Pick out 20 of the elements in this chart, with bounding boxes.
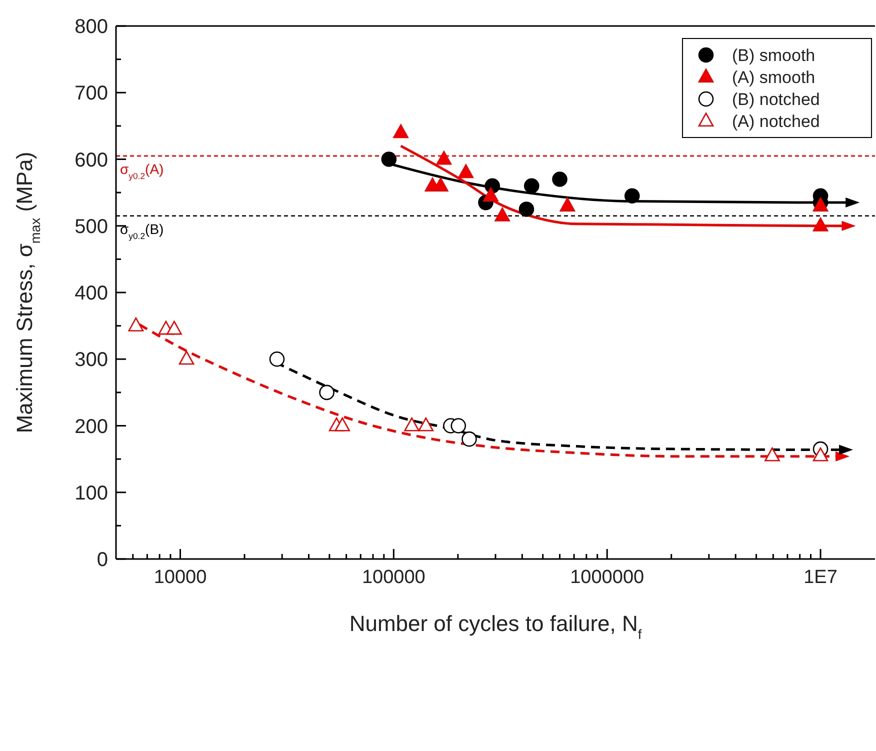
legend-label: (B) smooth: [732, 46, 816, 65]
y-tick-label: 700: [74, 82, 108, 105]
x-tick-label: 100000: [362, 567, 426, 588]
y-tick-label: 800: [74, 16, 108, 38]
legend-label: (B) notched: [732, 90, 820, 109]
legend-label: (A) smooth: [732, 68, 816, 87]
y-tick-label: 400: [74, 282, 108, 304]
x-axis-title: Number of cycles to failure, N$_{f}$: [349, 611, 642, 642]
y-tick-label: 200: [74, 416, 108, 438]
ref-line-label: σ$_{y0.2}$(A): [120, 160, 164, 181]
legend-label: (A) notched: [732, 112, 820, 131]
y-tick-label: 300: [74, 349, 108, 372]
ref-line-label: σ$_{y0.2}$(B): [120, 220, 164, 241]
x-tick-label: 1E7: [804, 567, 838, 588]
x-tick-label: 10000: [154, 567, 207, 588]
y-tick-label: 0: [96, 549, 108, 571]
y-tick-label: 100: [74, 482, 108, 504]
y-tick-label: 500: [74, 216, 108, 238]
y-tick-label: 600: [74, 149, 108, 172]
x-tick-label: 1000000: [570, 567, 644, 588]
